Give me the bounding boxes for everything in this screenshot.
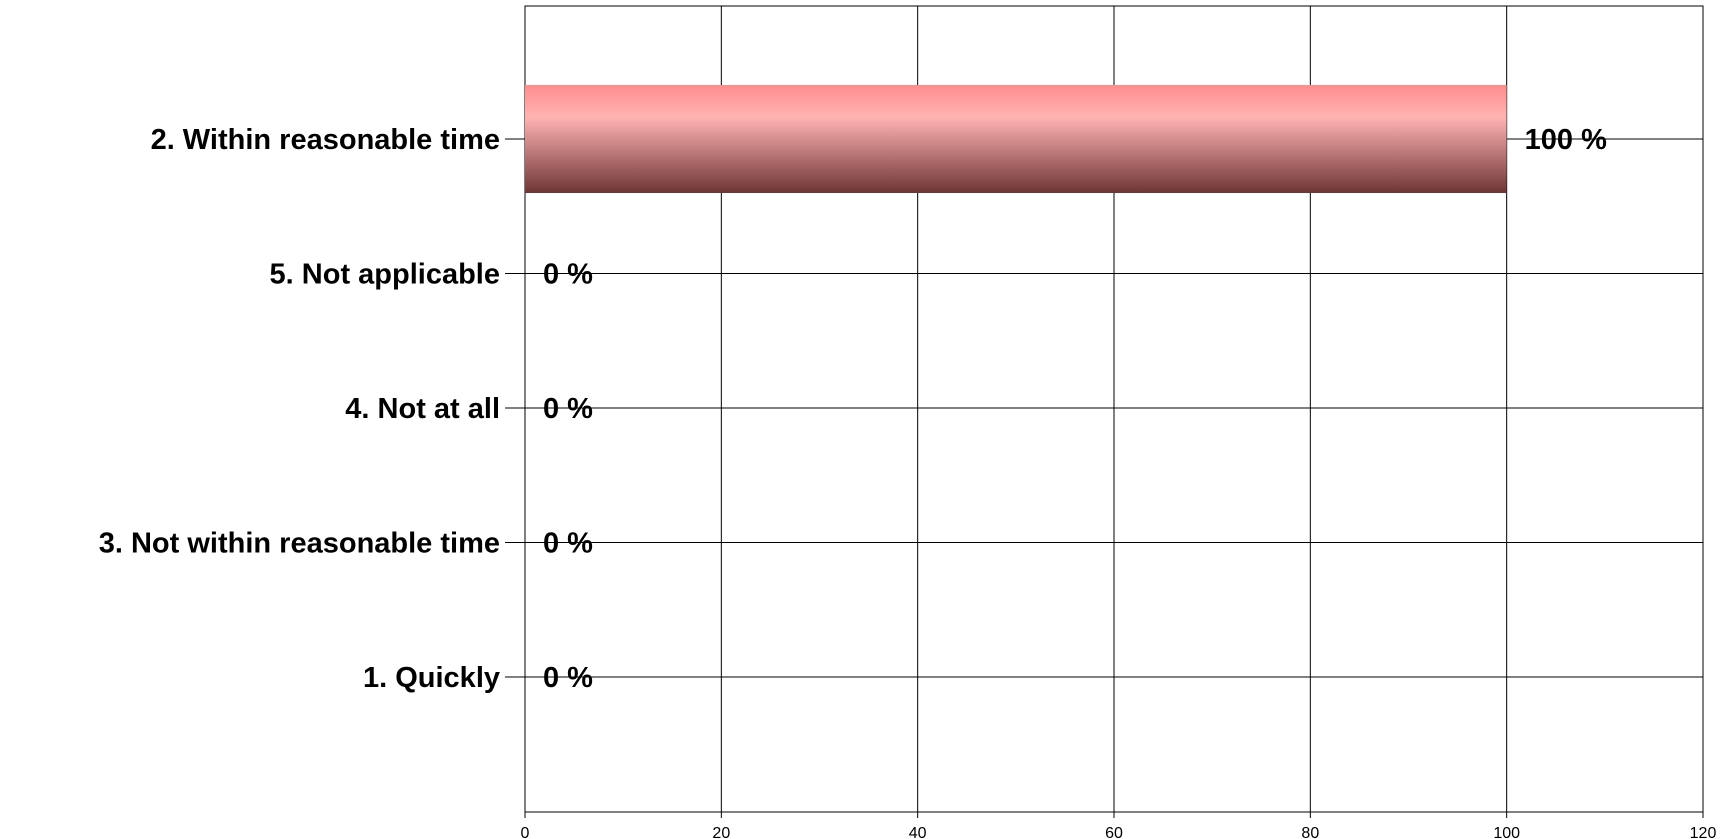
category-label: 1. Quickly bbox=[363, 662, 500, 694]
data-labels: 100 % 0 % 0 % 0 % 0 % bbox=[543, 124, 1607, 694]
x-tick-label: 20 bbox=[712, 825, 730, 839]
category-label: 3. Not within reasonable time bbox=[99, 528, 500, 560]
category-label: 5. Not applicable bbox=[270, 259, 500, 291]
category-label: 2. Within reasonable time bbox=[151, 124, 500, 156]
bars bbox=[525, 85, 1507, 193]
x-tick-label: 0 bbox=[521, 825, 530, 839]
category-labels: 2. Within reasonable time 5. Not applicab… bbox=[99, 124, 500, 694]
category-label: 4. Not at all bbox=[345, 393, 500, 425]
data-label: 100 % bbox=[1525, 124, 1607, 156]
x-tick-label: 100 bbox=[1493, 825, 1520, 839]
data-label: 0 % bbox=[543, 528, 593, 560]
data-label: 0 % bbox=[543, 393, 593, 425]
x-tick-label: 80 bbox=[1301, 825, 1319, 839]
x-tick-label: 60 bbox=[1105, 825, 1123, 839]
x-axis-ticks: 0 20 40 60 80 100 120 bbox=[521, 812, 1717, 839]
x-tick-label: 120 bbox=[1690, 825, 1717, 839]
x-tick-label: 40 bbox=[909, 825, 927, 839]
bar bbox=[525, 85, 1507, 193]
data-label: 0 % bbox=[543, 662, 593, 694]
data-label: 0 % bbox=[543, 259, 593, 291]
